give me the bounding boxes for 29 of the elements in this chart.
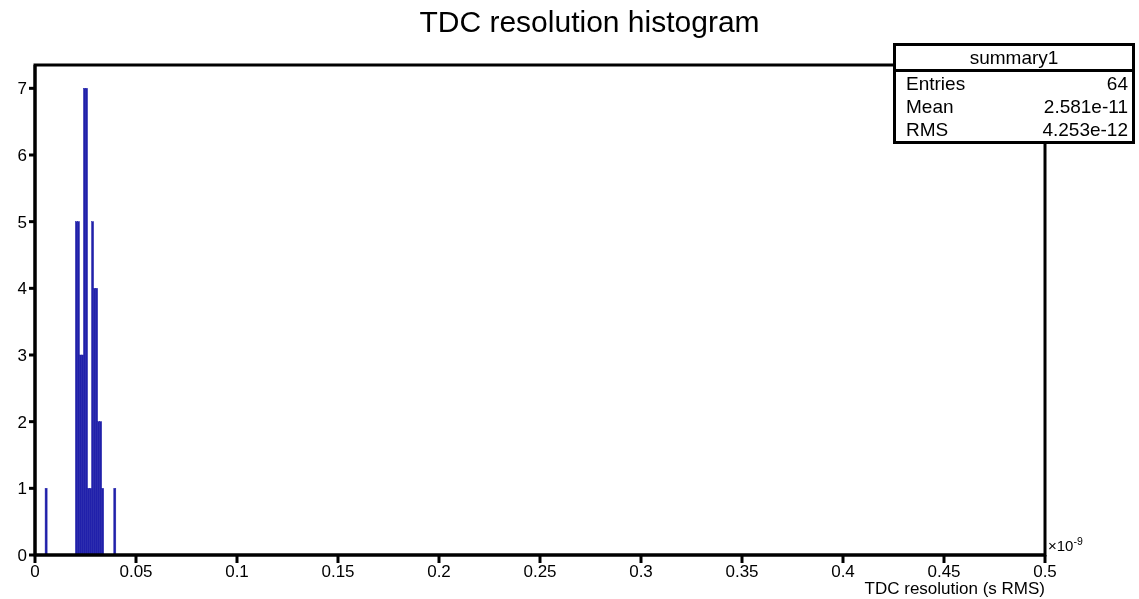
x-tick-label: 0.45	[927, 562, 961, 582]
y-tick-label: 5	[17, 212, 27, 232]
x-tick-label: 0.25	[523, 562, 557, 582]
text: 64	[1106, 73, 1128, 94]
x-tick-label: 0.15	[321, 562, 355, 582]
annotation: RMS	[906, 118, 949, 141]
y-tick-label: 1	[17, 479, 27, 499]
y-tick-label: 4	[17, 279, 27, 299]
y-tick-label: 7	[17, 79, 27, 99]
x-tick-label: 0.05	[119, 562, 153, 582]
y-tick-label: 0	[17, 546, 27, 566]
y-tick-label: 6	[17, 146, 27, 166]
x-tick-label: 0	[30, 562, 40, 582]
x-tick-label: 0.2	[427, 562, 451, 582]
annotation: Entries	[906, 72, 966, 95]
x-tick-label: 0.3	[629, 562, 653, 582]
y-tick-label: 3	[17, 346, 27, 366]
chart-title: TDC resolution histogram	[419, 5, 760, 38]
annotation: 4.253e-12	[1042, 118, 1128, 141]
x-axis-title: TDC resolution (s RMS)	[864, 579, 1045, 598]
annotation: 2.581e-11	[1043, 95, 1128, 118]
x-tick-label: 0.5	[1033, 562, 1057, 582]
y-tick-label: 2	[17, 412, 27, 432]
text: ×10$^{-9}$	[1048, 535, 1083, 554]
annotation: Mean	[906, 95, 954, 118]
x-tick-label: 0.1	[225, 562, 249, 582]
annotation: summary1	[896, 46, 1132, 72]
x-tick-label: 0.35	[725, 562, 759, 582]
x-tick-label: 0.4	[831, 562, 855, 582]
